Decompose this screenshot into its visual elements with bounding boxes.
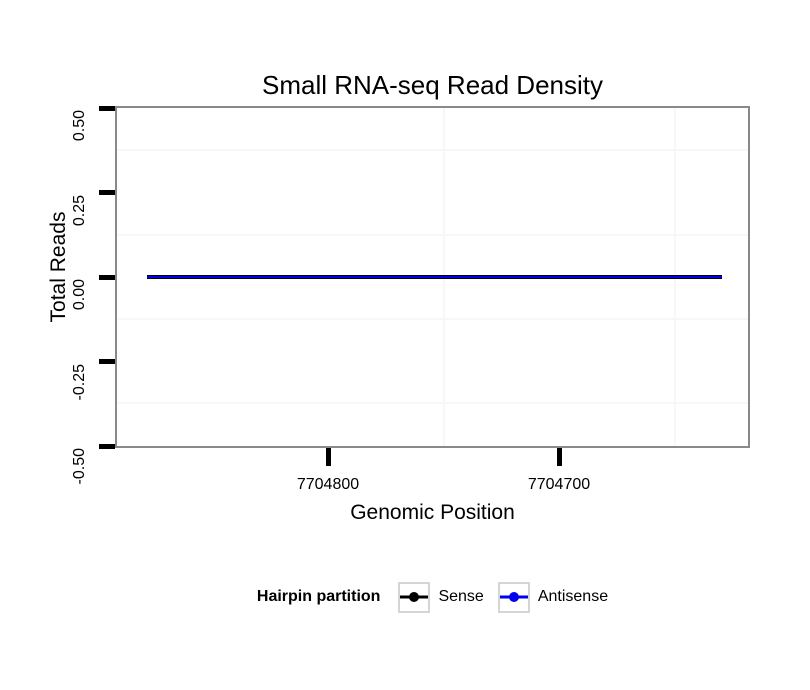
sense-point-glyph	[409, 592, 420, 602]
legend-title: Hairpin partition	[256, 588, 381, 605]
y-axis-tick	[99, 190, 115, 195]
y-tick-label: 0.50	[71, 110, 88, 142]
y-axis-tick	[99, 274, 115, 280]
y-tick-label: -0.25	[71, 363, 88, 400]
y-tick-label: -0.50	[71, 448, 88, 485]
minor-gridline-h	[116, 233, 748, 236]
plot-panel	[114, 105, 750, 448]
y-tick-label: 0.25	[71, 194, 88, 226]
y-axis-tick	[99, 359, 115, 364]
y-axis-title: Total Reads	[47, 211, 70, 323]
x-axis-title: Genomic Position	[350, 501, 515, 524]
x-axis-tick	[556, 448, 562, 466]
minor-gridline-h	[116, 148, 748, 151]
y-tick-label: 0.00	[71, 279, 88, 311]
plot-title: Small RNA-seq Read Density	[261, 70, 603, 100]
x-axis-tick	[325, 448, 331, 466]
legend-key-sense	[398, 581, 431, 613]
legend: Hairpin partition Sense Antisense	[117, 581, 748, 613]
legend-label-antisense: Antisense	[537, 588, 609, 605]
legend-label-sense: Sense	[438, 588, 484, 605]
antisense-point-glyph	[508, 592, 519, 602]
y-axis-tick	[99, 443, 115, 449]
minor-gridline-h	[116, 317, 748, 320]
x-tick-label: 7704800	[296, 476, 360, 493]
x-tick-label: 7704700	[527, 476, 591, 493]
minor-gridline-h	[116, 401, 748, 404]
legend-key-antisense	[497, 581, 530, 613]
series-line-antisense	[146, 275, 722, 278]
y-axis-tick	[99, 105, 115, 111]
